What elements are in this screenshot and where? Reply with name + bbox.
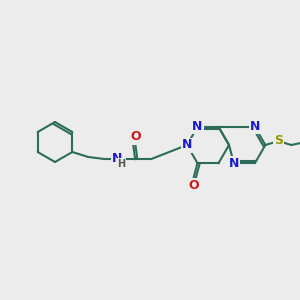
Text: N: N	[112, 152, 122, 166]
Text: O: O	[130, 130, 141, 143]
Text: O: O	[188, 179, 199, 192]
Text: N: N	[192, 120, 203, 133]
Text: N: N	[229, 157, 239, 170]
Text: N: N	[250, 120, 260, 133]
Text: N: N	[182, 139, 192, 152]
Text: S: S	[274, 134, 283, 148]
Text: H: H	[117, 159, 125, 169]
